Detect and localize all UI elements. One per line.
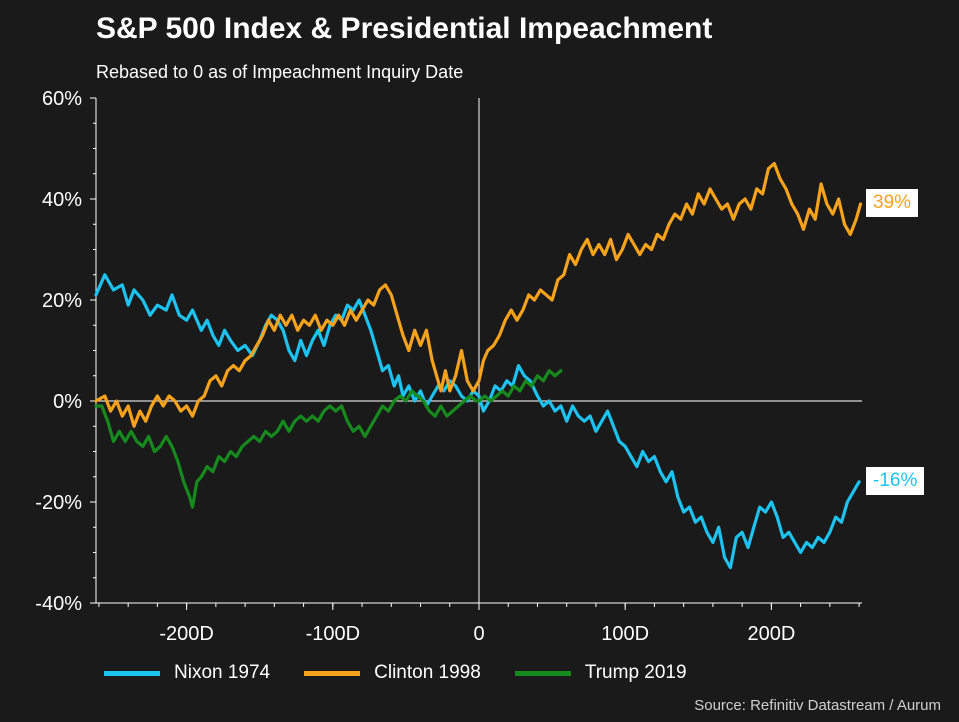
legend-swatch-clinton [304, 670, 361, 676]
legend-label-nixon: Nixon 1974 [174, 662, 271, 683]
legend-label-clinton: Clinton 1998 [374, 662, 481, 683]
x-tick-label: 0 [473, 623, 484, 645]
y-tick-label: -20% [35, 492, 82, 514]
y-tick-label: 0% [53, 391, 82, 413]
x-tick-label: 100D [601, 623, 649, 645]
x-tick-label: -200D [159, 623, 213, 645]
chart-title: S&P 500 Index & Presidential Impeachment [96, 12, 713, 45]
y-tick-label: 40% [42, 189, 82, 211]
legend-label-trump: Trump 2019 [584, 662, 687, 683]
x-tick-label: -100D [306, 623, 360, 645]
legend-item-clinton: Clinton 1998 [304, 662, 481, 684]
legend-item-nixon: Nixon 1974 [104, 662, 270, 684]
clinton-end-label: 39% [866, 189, 919, 218]
chart-legend: Nixon 1974 Clinton 1998 Trump 2019 [104, 662, 721, 684]
nixon-end-label: -16% [866, 466, 925, 495]
y-tick-label: -40% [35, 593, 82, 615]
source-note: Source: Refinitiv Datastream / Aurum [694, 697, 941, 714]
legend-swatch-trump [514, 670, 571, 676]
y-tick-label: 60% [42, 88, 82, 110]
chart-subtitle: Rebased to 0 as of Impeachment Inquiry D… [96, 62, 464, 82]
series-line-nixon-1974 [94, 273, 861, 570]
series-line-clinton-1998 [94, 162, 863, 428]
series-line-trump-2019 [94, 369, 563, 509]
x-tick-label: 200D [747, 623, 795, 645]
legend-swatch-nixon [104, 670, 160, 676]
legend-item-trump: Trump 2019 [514, 662, 687, 684]
y-tick-label: 20% [42, 290, 82, 312]
